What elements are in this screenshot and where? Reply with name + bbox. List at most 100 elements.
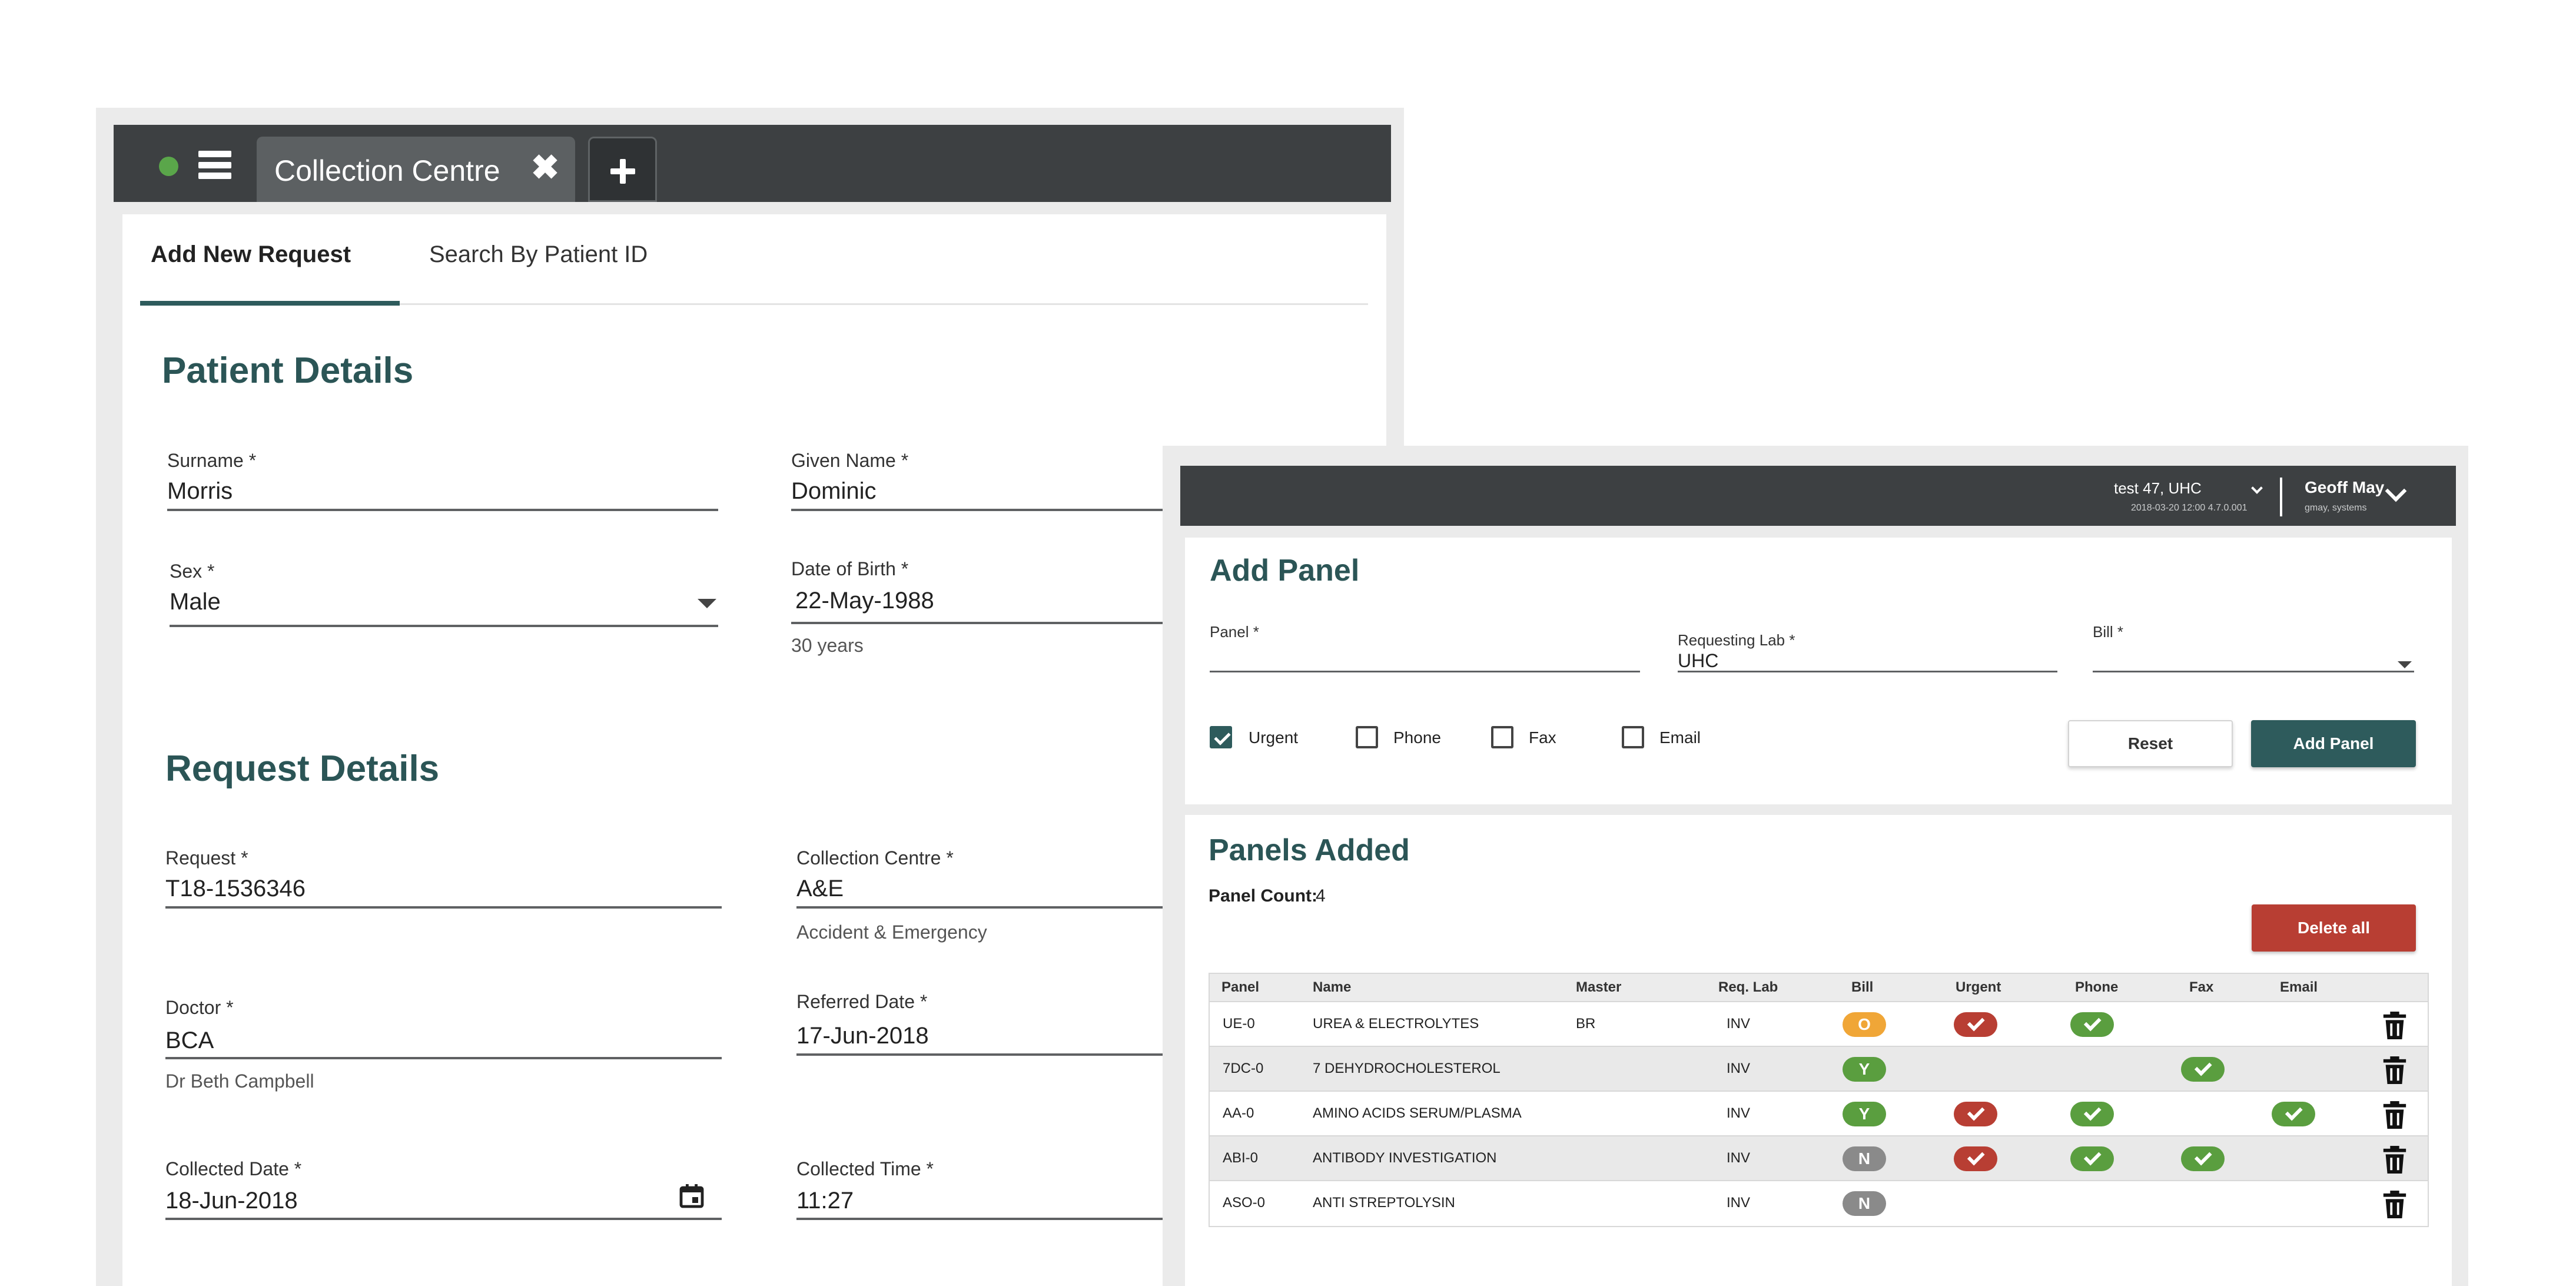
sex-select[interactable]: Male bbox=[170, 589, 221, 615]
doctor-underline bbox=[165, 1057, 722, 1059]
collection-centre-label: Collection Centre * bbox=[796, 847, 954, 869]
requesting-lab-label: Requesting Lab * bbox=[1678, 631, 1795, 649]
collected-time-label: Collected Time * bbox=[796, 1158, 934, 1179]
table-row[interactable]: ASO-0 ANTI STREPTOLYSIN INV N bbox=[1210, 1181, 2428, 1226]
hamburger-menu-icon[interactable] bbox=[198, 151, 231, 179]
urgent-check-icon bbox=[1954, 1012, 1997, 1037]
age-helper: 30 years bbox=[791, 635, 864, 656]
email-check-icon bbox=[2272, 1102, 2315, 1126]
add-tab-button[interactable] bbox=[588, 137, 657, 202]
surname-underline bbox=[167, 509, 718, 511]
add-panel-button[interactable]: Add Panel bbox=[2251, 720, 2416, 767]
sex-label: Sex * bbox=[170, 561, 215, 582]
tab-add-new-request[interactable]: Add New Request bbox=[151, 241, 351, 267]
collected-date-underline bbox=[165, 1218, 722, 1220]
table-row[interactable]: UE-0 UREA & ELECTROLYTES BR INV O bbox=[1210, 1002, 2428, 1047]
delete-all-button[interactable]: Delete all bbox=[2252, 904, 2416, 952]
cell-panel: AA-0 bbox=[1223, 1105, 1254, 1121]
cell-req-lab: INV bbox=[1727, 1195, 1751, 1211]
phone-check-icon bbox=[2070, 1012, 2114, 1037]
col-email: Email bbox=[2280, 979, 2318, 995]
col-master: Master bbox=[1576, 979, 1622, 995]
referred-date-field[interactable]: 17-Jun-2018 bbox=[796, 1023, 929, 1049]
tab-search-by-patient-id[interactable]: Search By Patient ID bbox=[429, 241, 648, 267]
collection-centre-field[interactable]: A&E bbox=[796, 876, 844, 901]
user-name[interactable]: Geoff May bbox=[2305, 478, 2385, 496]
urgent-check-icon bbox=[1954, 1102, 1997, 1126]
table-header: Panel Name Master Req. Lab Bill Urgent P… bbox=[1210, 974, 2428, 1002]
request-field[interactable]: T18-1536346 bbox=[165, 876, 306, 901]
collected-time-field[interactable]: 11:27 bbox=[796, 1188, 854, 1214]
fax-check-icon bbox=[2181, 1057, 2225, 1082]
cell-panel: ASO-0 bbox=[1223, 1195, 1266, 1211]
given-name-label: Given Name * bbox=[791, 450, 909, 471]
email-checkbox[interactable] bbox=[1622, 726, 1644, 748]
trash-icon[interactable] bbox=[2381, 1145, 2408, 1175]
patient-details-heading: Patient Details bbox=[162, 350, 414, 391]
cell-req-lab: INV bbox=[1727, 1150, 1751, 1166]
table-row[interactable]: 7DC-0 7 DEHYDROCHOLESTEROL INV Y bbox=[1210, 1047, 2428, 1092]
col-phone: Phone bbox=[2075, 979, 2119, 995]
user-menu-chevron-icon[interactable] bbox=[2385, 480, 2407, 502]
add-panel-window: test 47, UHC 2018-03-20 12:00 4.7.0.001 … bbox=[1163, 446, 2468, 1286]
panel-count-label: Panel Count: bbox=[1209, 886, 1317, 906]
trash-icon[interactable] bbox=[2381, 1056, 2408, 1085]
cell-name: AMINO ACIDS SERUM/PLASMA bbox=[1313, 1105, 1522, 1121]
urgent-checkbox[interactable] bbox=[1210, 726, 1232, 748]
doctor-label: Doctor * bbox=[165, 997, 234, 1018]
phone-checkbox[interactable] bbox=[1356, 726, 1378, 748]
surname-field[interactable]: Morris bbox=[167, 478, 233, 504]
cell-req-lab: INV bbox=[1727, 1060, 1751, 1076]
trash-icon[interactable] bbox=[2381, 1101, 2408, 1130]
panels-table: Panel Name Master Req. Lab Bill Urgent P… bbox=[1209, 973, 2429, 1227]
status-indicator bbox=[159, 157, 178, 176]
given-name-field[interactable]: Dominic bbox=[791, 478, 877, 504]
doctor-helper: Dr Beth Campbell bbox=[165, 1070, 314, 1092]
cell-req-lab: INV bbox=[1727, 1105, 1751, 1121]
chevron-down-icon[interactable] bbox=[2398, 661, 2412, 668]
panels-added-card: Panels Added Panel Count: 4 Delete all P… bbox=[1185, 815, 2452, 1286]
collected-time-underline bbox=[796, 1218, 1262, 1220]
user-subtext: gmay, systems bbox=[2305, 503, 2367, 513]
phone-check-icon bbox=[2070, 1102, 2114, 1126]
requesting-lab-underline bbox=[1678, 671, 2057, 672]
tab-collection-centre[interactable]: Collection Centre ✖ bbox=[257, 137, 575, 202]
col-bill: Bill bbox=[1851, 979, 1874, 995]
reset-button[interactable]: Reset bbox=[2068, 720, 2233, 767]
request-label: Request * bbox=[165, 847, 248, 869]
panels-added-heading: Panels Added bbox=[1209, 833, 1410, 867]
phone-check-icon bbox=[2070, 1146, 2114, 1171]
context-selector[interactable]: test 47, UHC bbox=[2114, 479, 2202, 497]
chevron-down-icon[interactable] bbox=[698, 599, 716, 608]
bill-badge: Y bbox=[1843, 1057, 1886, 1082]
doctor-field[interactable]: BCA bbox=[165, 1028, 214, 1053]
cell-master: BR bbox=[1576, 1016, 1596, 1032]
fax-checkbox[interactable] bbox=[1491, 726, 1513, 748]
surname-label: Surname * bbox=[167, 450, 257, 471]
fax-check-icon bbox=[2181, 1146, 2225, 1171]
trash-icon[interactable] bbox=[2381, 1011, 2408, 1040]
calendar-icon[interactable] bbox=[678, 1182, 706, 1210]
cell-name: UREA & ELECTROLYTES bbox=[1313, 1016, 1479, 1032]
sex-underline bbox=[170, 625, 718, 627]
context-subtext: 2018-03-20 12:00 4.7.0.001 bbox=[2131, 503, 2248, 513]
trash-icon[interactable] bbox=[2381, 1190, 2408, 1219]
collection-centre-helper: Accident & Emergency bbox=[796, 922, 987, 943]
tab-divider bbox=[140, 303, 1368, 305]
cell-name: 7 DEHYDROCHOLESTEROL bbox=[1313, 1060, 1501, 1076]
bill-label: Bill * bbox=[2093, 623, 2124, 641]
bill-badge: N bbox=[1843, 1191, 1886, 1216]
requesting-lab-field[interactable]: UHC bbox=[1678, 650, 1719, 671]
dob-field[interactable]: 22-May-1988 bbox=[795, 588, 934, 614]
table-row[interactable]: ABI-0 ANTIBODY INVESTIGATION INV N bbox=[1210, 1136, 2428, 1181]
chevron-down-icon[interactable] bbox=[2251, 482, 2263, 494]
panel-label: Panel * bbox=[1210, 623, 1259, 641]
bill-underline bbox=[2093, 671, 2414, 672]
add-panel-card: Add Panel Panel * Requesting Lab * UHC B… bbox=[1185, 538, 2452, 804]
col-req-lab: Req. Lab bbox=[1718, 979, 1778, 995]
table-row[interactable]: AA-0 AMINO ACIDS SERUM/PLASMA INV Y bbox=[1210, 1092, 2428, 1136]
dob-label: Date of Birth * bbox=[791, 558, 909, 579]
collected-date-field[interactable]: 18-Jun-2018 bbox=[165, 1188, 298, 1214]
cell-req-lab: INV bbox=[1727, 1016, 1751, 1032]
close-icon[interactable]: ✖ bbox=[530, 148, 560, 187]
